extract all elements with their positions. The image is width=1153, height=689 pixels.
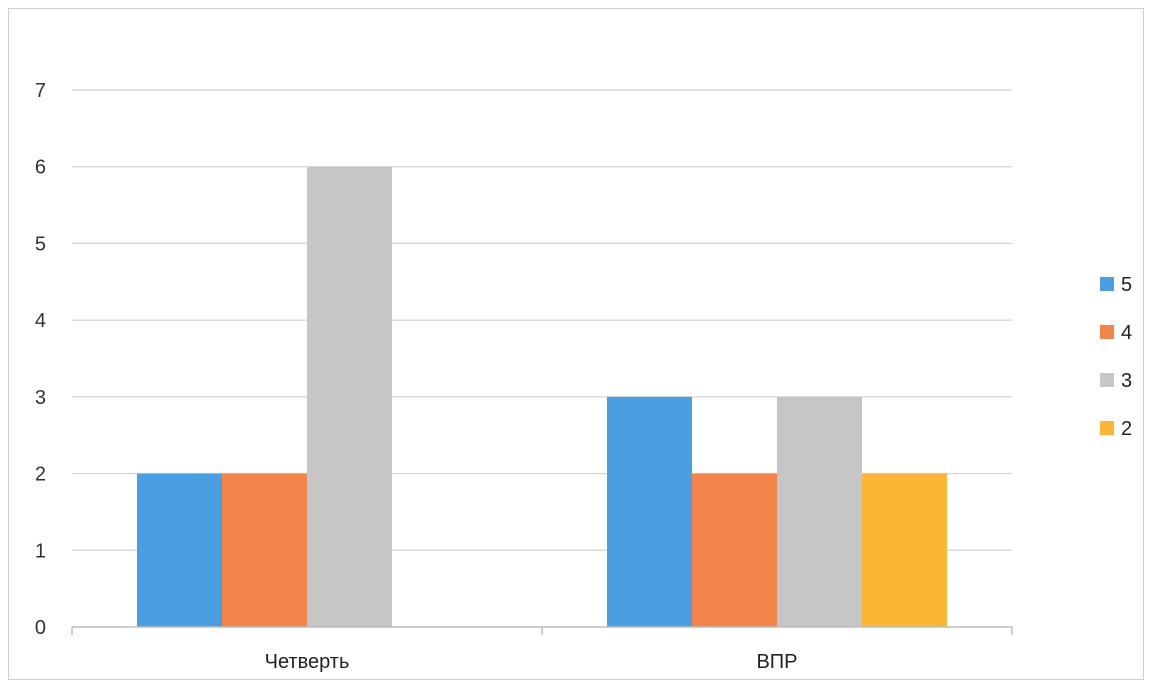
- bar-4-0: [222, 473, 307, 627]
- legend-label: 5: [1121, 274, 1132, 296]
- bar-5-0: [137, 473, 222, 627]
- legend-swatch: [1100, 421, 1114, 435]
- legend-swatch: [1100, 277, 1114, 291]
- legend: 5 4 3 2: [1100, 274, 1132, 440]
- y-tick-label: 2: [35, 464, 46, 486]
- legend-label: 4: [1121, 322, 1132, 344]
- legend-label: 2: [1121, 418, 1132, 440]
- y-tick-label: 1: [35, 540, 46, 562]
- x-category-label: ВПР: [756, 651, 797, 673]
- bar-3-1: [777, 396, 862, 627]
- legend-label: 3: [1121, 370, 1132, 392]
- bar-4-1: [692, 473, 777, 627]
- y-axis-tick-labels: 0 1 2 3 4 5 6 7: [35, 80, 46, 639]
- x-axis-category-labels: Четверть ВПР: [265, 651, 798, 673]
- y-tick-label: 7: [35, 80, 46, 102]
- y-tick-label: 3: [35, 387, 46, 409]
- x-category-label: Четверть: [265, 651, 350, 673]
- bar-5-1: [607, 396, 692, 627]
- y-tick-label: 0: [35, 617, 46, 639]
- bars: [137, 166, 947, 627]
- chart-frame: [8, 8, 1144, 680]
- y-tick-label: 6: [35, 157, 46, 179]
- legend-swatch: [1100, 373, 1114, 387]
- y-tick-label: 5: [35, 233, 46, 255]
- bar-2-1: [862, 473, 947, 627]
- x-axis: [71, 626, 1013, 635]
- legend-swatch: [1100, 325, 1114, 339]
- y-tick-label: 4: [35, 310, 46, 332]
- bar-3-0: [307, 166, 392, 627]
